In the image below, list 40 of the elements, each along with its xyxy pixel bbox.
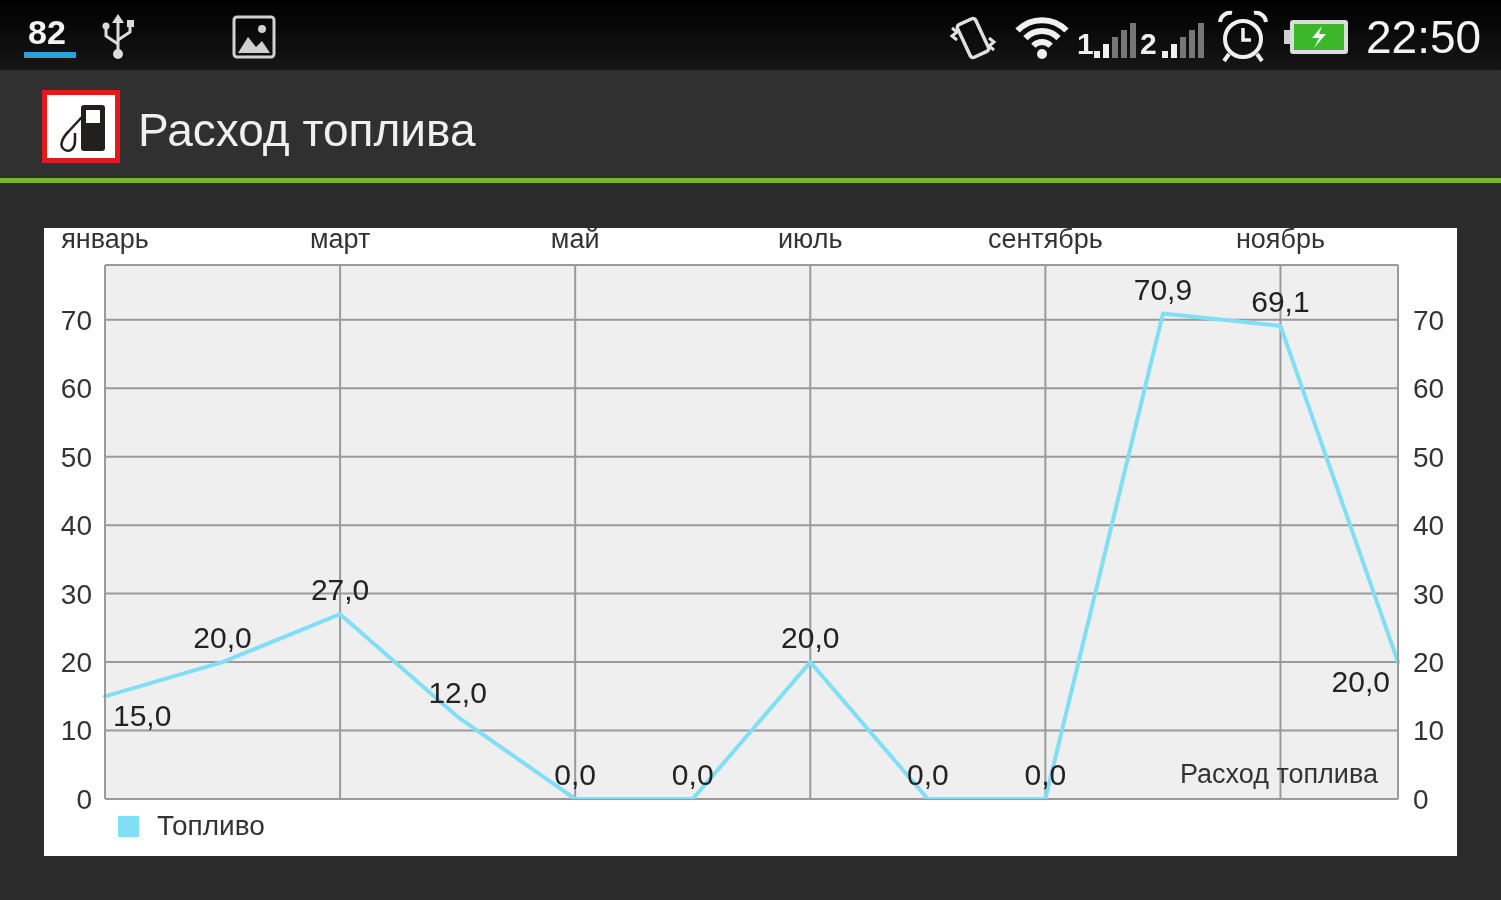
y-tick-label: 0 [76, 783, 92, 815]
data-label: 15,0 [113, 699, 172, 733]
y-tick-label: 30 [60, 578, 92, 610]
x-tick-label: сентябрь [987, 224, 1103, 254]
x-tick-label: май [550, 224, 600, 254]
data-label: 0,0 [671, 758, 714, 791]
y-tick-label: 10 [60, 715, 92, 747]
data-label: 12,0 [428, 675, 487, 709]
y-tick-label: 60 [60, 373, 92, 405]
x-tick-label: ноябрь [1235, 224, 1326, 254]
y2-tick-label: 10 [1413, 715, 1445, 747]
y-tick-label: 20 [60, 647, 92, 679]
y2-tick-label: 30 [1413, 578, 1445, 610]
y-tick-label: 70 [60, 304, 92, 336]
y-tick-label: 50 [60, 441, 92, 473]
text: 2 [1140, 27, 1157, 60]
chart-title: Расход топлива [138, 104, 476, 156]
x-tick-label: март [309, 224, 371, 254]
text: 22:50 [1366, 11, 1482, 63]
text: 1 [1077, 27, 1094, 60]
legend-label: Топливо [157, 810, 265, 841]
y2-tick-label: 0 [1413, 783, 1429, 815]
x-tick-label: январь [61, 224, 149, 254]
y2-tick-label: 70 [1413, 304, 1445, 336]
y2-tick-label: 50 [1413, 441, 1445, 473]
y2-tick-label: 20 [1413, 647, 1445, 679]
data-label: 70,9 [1133, 272, 1193, 306]
data-label: 20,0 [193, 621, 252, 655]
data-label: 27,0 [310, 573, 370, 607]
data-label: 0,0 [1024, 758, 1067, 791]
data-label: 0,0 [906, 758, 949, 791]
data-label: 0,0 [554, 758, 597, 791]
y-tick-label: 40 [60, 510, 92, 542]
data-label: 69,1 [1251, 284, 1310, 318]
y2-tick-label: 40 [1413, 510, 1445, 542]
data-label: 20,0 [1331, 665, 1390, 699]
data-label: 20,0 [781, 621, 840, 655]
annotation: Расход топлива [1179, 759, 1378, 789]
x-tick-label: июль [777, 224, 843, 254]
y2-tick-label: 60 [1413, 373, 1445, 405]
